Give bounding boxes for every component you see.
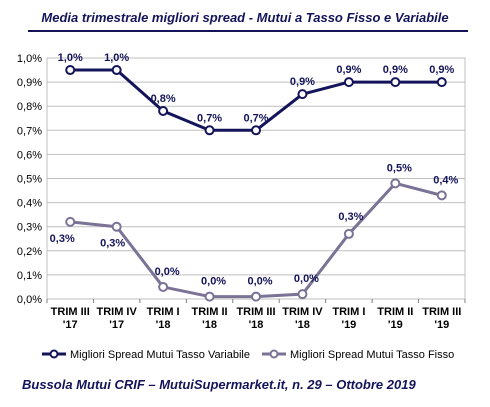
y-tick-label: 0,4% (17, 198, 42, 210)
data-point (343, 228, 354, 239)
data-label: 0,3% (50, 233, 75, 245)
data-point (158, 106, 169, 117)
data-point (390, 178, 401, 189)
y-tick-label: 0,7% (17, 125, 42, 137)
data-point (111, 65, 122, 76)
data-point (65, 65, 76, 76)
data-point (297, 89, 308, 100)
y-tick-label: 0,0% (17, 294, 42, 306)
y-tick-label: 0,6% (17, 149, 42, 161)
y-tick-label: 0,5% (17, 174, 42, 186)
data-label: 0,3% (338, 211, 363, 223)
data-label: 0,3% (100, 238, 125, 250)
x-tick-label: TRIM I '19 (332, 306, 365, 331)
data-point (436, 77, 447, 88)
data-label: 0,7% (243, 112, 268, 124)
x-tick-label: TRIM II '18 (192, 306, 228, 331)
data-point (390, 77, 401, 88)
data-point (204, 291, 215, 302)
data-label: 0,0% (201, 276, 226, 288)
x-tick-label: TRIM II '19 (377, 306, 413, 331)
data-label: 0,9% (290, 76, 315, 88)
x-tick-label: TRIM IV '18 (282, 306, 323, 331)
y-tick-label: 0,3% (17, 222, 42, 234)
y-tick-label: 0,9% (17, 77, 42, 89)
legend-entry-label: Migliori Spread Mutui Tasso Fisso (290, 349, 454, 361)
chart-footer-source: Bussola Mutui CRIF – MutuiSupermarket.it… (22, 377, 416, 392)
y-tick-label: 0,8% (17, 101, 42, 113)
data-label: 0,5% (387, 162, 412, 174)
data-label: 1,0% (58, 52, 83, 64)
chart-title: Media trimestrale migliori spread - Mutu… (41, 10, 449, 25)
data-point (436, 190, 447, 201)
x-tick-label: TRIM III '17 (51, 306, 90, 331)
legend-swatch-marker (49, 349, 59, 359)
x-tick-label: TRIM III '19 (422, 306, 461, 331)
x-tick-label: TRIM IV '17 (96, 306, 137, 331)
data-label: 0,0% (294, 273, 319, 285)
y-tick-label: 0,2% (17, 246, 42, 258)
data-label: 1,0% (104, 52, 129, 64)
data-label: 0,0% (155, 266, 180, 278)
y-tick-label: 0,1% (17, 270, 42, 282)
legend-entry-label: Migliori Spread Mutui Tasso Variabile (70, 349, 250, 361)
legend-swatch-marker (269, 349, 279, 359)
data-label: 0,9% (429, 64, 454, 76)
data-label: 0,8% (151, 93, 176, 105)
x-tick-label: TRIM III '18 (236, 306, 275, 331)
data-label: 0,4% (433, 174, 458, 186)
data-label: 0,7% (197, 112, 222, 124)
data-point (158, 281, 169, 292)
data-point (251, 125, 261, 136)
data-label: 0,0% (247, 276, 272, 288)
data-point (111, 221, 122, 232)
title-underline (28, 30, 468, 32)
x-tick-label: TRIM I '18 (147, 306, 180, 331)
data-point (297, 289, 308, 300)
data-point (65, 216, 76, 227)
data-label: 0,9% (383, 64, 408, 76)
data-point (343, 77, 354, 88)
data-point (251, 291, 261, 302)
data-label: 0,9% (336, 64, 361, 76)
data-point (204, 125, 215, 136)
y-tick-label: 1,0% (17, 53, 42, 65)
